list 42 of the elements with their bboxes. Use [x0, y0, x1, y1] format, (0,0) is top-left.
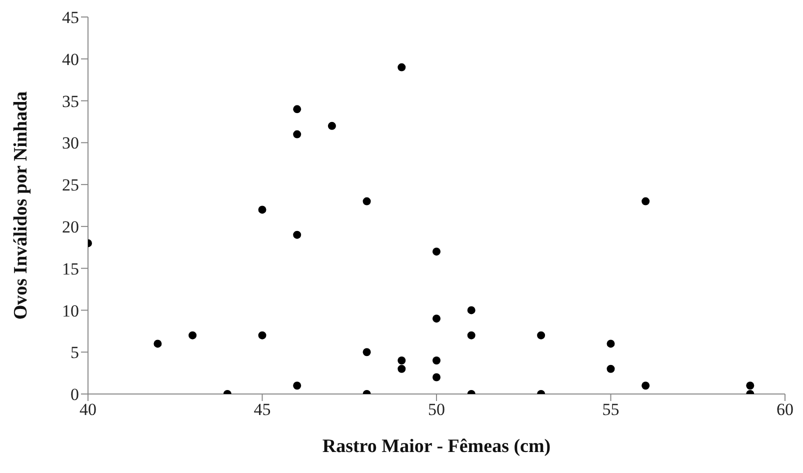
point [328, 122, 336, 130]
y-tick-label: 45 [62, 8, 79, 28]
y-tick-label: 10 [62, 301, 79, 320]
y-tick-label: 40 [62, 50, 79, 69]
point [432, 248, 440, 256]
y-tick-label: 5 [70, 343, 79, 362]
x-tick-label: 60 [776, 400, 794, 420]
y-tick-label: 15 [62, 259, 79, 278]
point [432, 373, 440, 382]
y-tick-label: 30 [62, 134, 79, 153]
x-axis-title: Rastro Maior - Fêmeas (cm) [322, 436, 551, 457]
point [432, 314, 440, 323]
y-tick-label: 0 [70, 385, 79, 404]
point [537, 331, 546, 340]
point [293, 230, 302, 239]
x-tick-label: 55 [602, 400, 620, 420]
point [398, 364, 406, 373]
point [606, 340, 615, 348]
point [362, 348, 371, 356]
point [467, 306, 476, 314]
point [258, 206, 266, 214]
point [467, 331, 476, 340]
point [642, 197, 650, 206]
point [606, 364, 615, 373]
y-tick-label: 20 [62, 217, 79, 236]
point [362, 197, 371, 206]
y-tick-label: 25 [62, 176, 79, 195]
x-tick-label: 45 [254, 400, 271, 420]
point [293, 130, 302, 138]
y-axis-title: Ovos Inválidos por Ninhada [10, 90, 32, 320]
point [293, 105, 302, 114]
point [258, 331, 266, 340]
point [398, 356, 406, 364]
x-tick-label: 50 [428, 400, 445, 420]
point [432, 356, 440, 364]
point [398, 63, 406, 72]
y-tick-label: 35 [62, 92, 79, 111]
point [642, 382, 650, 390]
point [746, 382, 754, 390]
point [188, 331, 197, 340]
point [154, 340, 162, 348]
point [293, 382, 302, 390]
